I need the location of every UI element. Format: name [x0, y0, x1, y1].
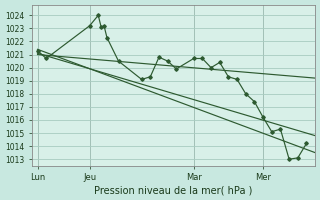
X-axis label: Pression niveau de la mer( hPa ): Pression niveau de la mer( hPa ): [94, 185, 252, 195]
